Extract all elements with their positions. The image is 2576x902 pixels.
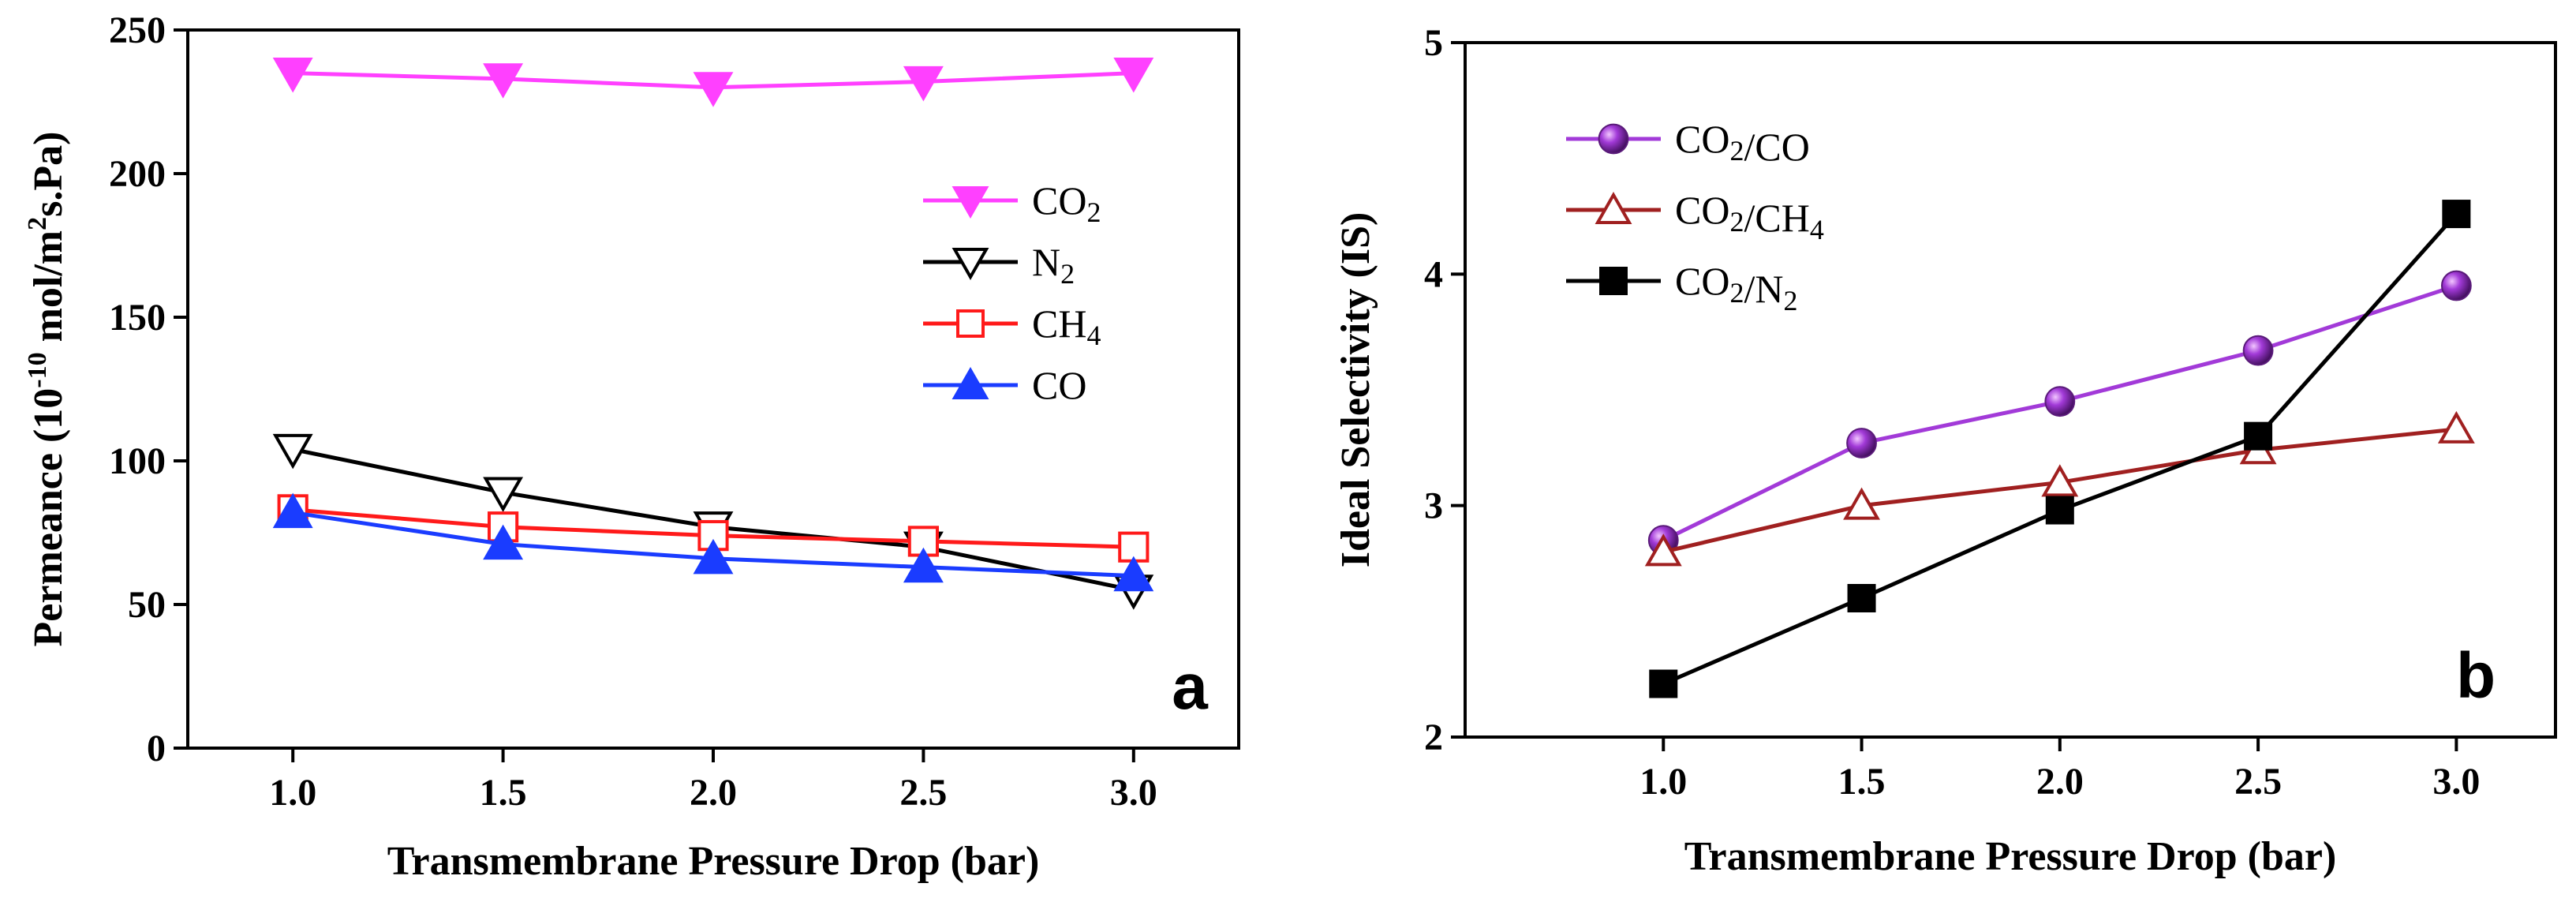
data-point	[2044, 386, 2076, 417]
legend-marker	[952, 186, 989, 219]
legend-marker	[952, 248, 989, 281]
x-tick-label: 3.0	[1110, 772, 1157, 814]
legend-marker	[956, 309, 985, 338]
legend-entry: CO2/CH4	[1566, 188, 1824, 245]
series-3	[272, 492, 1154, 592]
legend-entry: CO2	[923, 178, 1101, 228]
panel-b-plot-frame	[1464, 41, 2557, 739]
x-tick-label: 2.0	[690, 772, 737, 814]
series-2	[1649, 200, 2471, 698]
legend-label: CO	[1032, 363, 1086, 407]
data-point	[272, 433, 313, 470]
x-tick-label: 1.5	[480, 772, 527, 814]
data-point	[483, 524, 524, 560]
y-tick-label: 100	[109, 440, 166, 482]
legend-label: CH4	[1032, 301, 1101, 351]
panel-a-series	[272, 58, 1154, 610]
y-tick-label: 150	[109, 297, 166, 339]
y-tick-label: 2	[1424, 717, 1443, 758]
panel-b-series	[1644, 200, 2475, 698]
data-point	[2242, 335, 2274, 366]
data-point	[483, 477, 524, 512]
panel-a-legend: CO2 N2 CH4 CO	[923, 178, 1101, 407]
data-point	[903, 547, 944, 583]
legend-label: CO2/N2	[1675, 259, 1797, 316]
data-point	[1847, 584, 1876, 612]
series-0	[272, 58, 1154, 107]
panel-b-x-axis-title: Transmembrane Pressure Drop (bar)	[1684, 834, 2337, 879]
y-tick-label: 0	[147, 728, 166, 769]
legend-entry: CO2/CO	[1566, 117, 1810, 169]
x-tick-label: 2.5	[899, 772, 947, 814]
data-point	[1113, 58, 1154, 93]
data-point	[693, 538, 734, 575]
y-tick-label: 3	[1424, 485, 1443, 527]
data-point	[1644, 533, 1682, 567]
data-point	[2442, 200, 2471, 229]
panel-a-y-axis-title: Permeance (10-10 mol/m2s.Pa)	[23, 132, 71, 647]
x-tick-label: 2.5	[2234, 761, 2282, 803]
panel-a-letter: a	[1172, 651, 1209, 723]
x-tick-label: 1.0	[269, 772, 316, 814]
data-point	[1113, 556, 1154, 592]
data-point	[1846, 428, 1877, 458]
data-point	[1649, 669, 1678, 698]
legend-entry: CO	[923, 363, 1086, 407]
data-point	[1843, 487, 1880, 520]
legend-label: CO2/CH4	[1675, 188, 1824, 245]
legend-entry: N2	[923, 240, 1075, 290]
legend-entry: CH4	[923, 301, 1101, 351]
y-tick-label: 200	[109, 153, 166, 195]
panel-b-y-axis-title: Ideal Selectivity (IS)	[1333, 212, 1378, 568]
data-point	[2437, 410, 2475, 444]
panel-b-letter: b	[2456, 640, 2496, 712]
legend-marker	[1599, 267, 1628, 295]
data-point	[2041, 464, 2079, 497]
y-tick-label: 50	[128, 584, 166, 626]
panel-b-x-axis: 1.0 1.5 2.0 2.5 3.0	[1639, 737, 2480, 803]
legend-label: CO2	[1032, 178, 1101, 228]
data-point	[2244, 421, 2273, 451]
data-point	[2045, 496, 2074, 525]
legend-entry: CO2/N2	[1566, 259, 1797, 316]
panel-a: 0 50 100 150 200 250 1.0 1.5 2.0 2.5 3.0 Transmem…	[23, 9, 1240, 884]
data-point	[272, 58, 313, 93]
legend-marker	[1595, 191, 1632, 224]
x-tick-label: 1.0	[1639, 761, 1687, 803]
x-tick-label: 1.5	[1838, 761, 1886, 803]
x-tick-label: 2.0	[2036, 761, 2084, 803]
y-tick-label: 5	[1424, 22, 1443, 64]
data-point	[903, 65, 944, 102]
series-0	[1647, 270, 2472, 556]
data-point	[693, 72, 734, 107]
panel-a-y-axis: 0 50 100 150 200 250	[109, 9, 188, 769]
panel-a-x-axis: 1.0 1.5 2.0 2.5 3.0	[269, 748, 1157, 814]
data-point	[272, 492, 313, 529]
legend-label: CO2/CO	[1675, 117, 1810, 169]
legend-label: N2	[1032, 240, 1075, 290]
panel-a-x-axis-title: Transmembrane Pressure Drop (bar)	[387, 839, 1040, 884]
panel-b-legend: CO2/CO CO2/CH4 CO2/N2	[1566, 117, 1824, 316]
panel-b: 2 3 4 5 1.0 1.5 2.0 2.5 3.0 Transmembrane Press…	[1333, 22, 2557, 879]
legend-marker	[1598, 123, 1629, 155]
y-tick-label: 250	[109, 9, 166, 51]
data-point	[2440, 270, 2472, 301]
legend-marker	[952, 366, 989, 399]
y-tick-label: 4	[1424, 253, 1443, 295]
data-point	[483, 63, 524, 99]
series-1	[1644, 410, 2475, 567]
x-tick-label: 3.0	[2432, 761, 2480, 803]
panel-b-y-axis: 2 3 4 5	[1424, 22, 1465, 758]
